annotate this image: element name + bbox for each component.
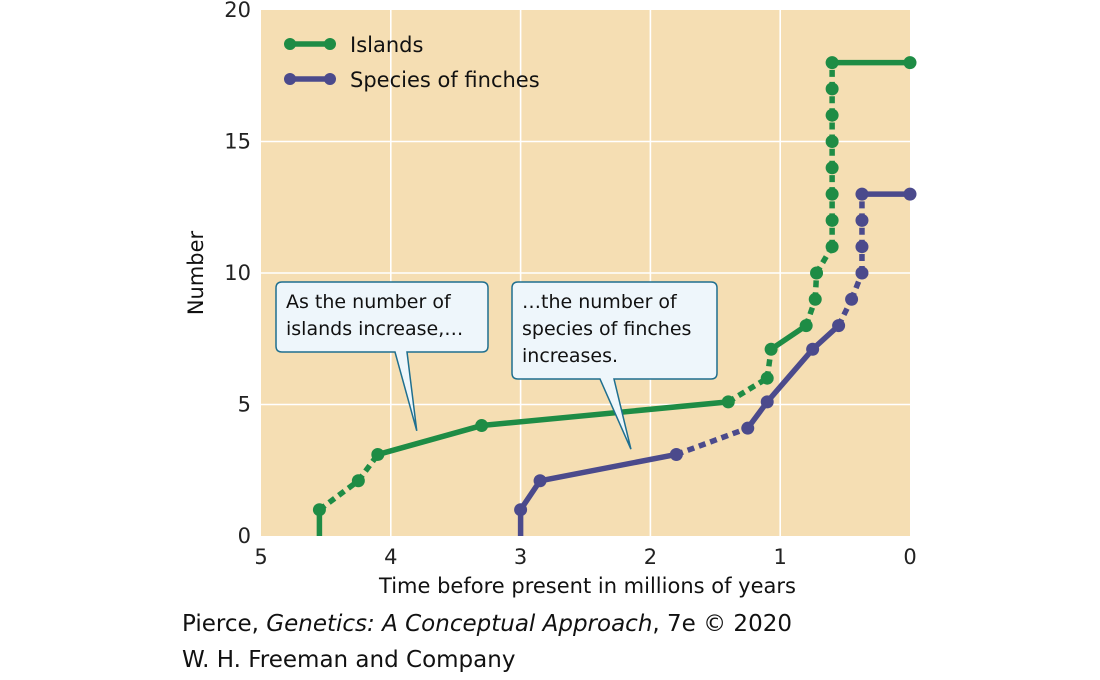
credit-line-1: Pierce, Genetics: A Conceptual Approach,…	[182, 607, 792, 641]
series-line-segment	[769, 323, 808, 352]
x-tick-label: 4	[384, 545, 397, 569]
data-point	[825, 213, 839, 227]
legend-swatch-dot	[284, 73, 296, 85]
legend-item-finches: Species of finches	[284, 68, 540, 92]
series-line-segment	[481, 399, 729, 429]
series-line-segment	[765, 347, 815, 404]
data-point	[799, 319, 813, 333]
x-tick-label: 2	[644, 545, 657, 569]
callout-2: …the number of species of finches increase…	[511, 281, 718, 450]
data-point	[669, 447, 683, 461]
credit-edition: , 7e © 2020	[652, 611, 792, 637]
callout-text-line: species of finches	[522, 318, 691, 340]
data-point	[741, 421, 755, 435]
callout-1: As the number of islands increase,…	[275, 281, 489, 431]
data-point	[825, 56, 839, 70]
legend-label: Species of finches	[350, 68, 540, 92]
data-point	[855, 213, 869, 227]
data-point	[903, 56, 917, 70]
data-point	[855, 266, 869, 280]
data-point	[855, 240, 869, 254]
legend-label: Islands	[350, 33, 423, 57]
x-axis-title: Time before present in millions of years	[378, 574, 796, 598]
callout-text-line: increases.	[522, 345, 618, 367]
data-point	[721, 395, 735, 409]
data-point	[903, 187, 917, 201]
data-point	[808, 292, 822, 306]
callout-text-line: islands increase,…	[286, 318, 463, 340]
data-point	[371, 447, 385, 461]
x-tick-label: 3	[514, 545, 527, 569]
credit-author: Pierce,	[182, 611, 267, 637]
y-tick-label: 15	[224, 130, 251, 154]
series-line-segment	[539, 451, 677, 484]
series-layer	[312, 56, 917, 536]
callout-bubble	[275, 281, 489, 431]
data-point	[312, 503, 326, 517]
data-point	[845, 292, 859, 306]
series-line-segment	[675, 425, 749, 458]
series-line-segment	[317, 478, 360, 512]
y-tick-label: 5	[238, 393, 251, 417]
data-point	[825, 82, 839, 96]
data-point	[825, 240, 839, 254]
y-axis-title: Number	[184, 230, 208, 315]
callouts: As the number of islands increase,… …the n…	[275, 281, 718, 450]
x-tick-label: 1	[774, 545, 787, 569]
series-islands	[312, 56, 917, 536]
data-point	[825, 187, 839, 201]
legend-item-islands: Islands	[284, 33, 423, 57]
grid	[261, 10, 910, 536]
data-point	[825, 108, 839, 122]
legend-swatch-dot	[284, 38, 296, 50]
callout-text-line: As the number of	[286, 291, 452, 313]
series-line-segment	[726, 375, 769, 405]
data-point	[825, 135, 839, 148]
credit-book-title: Genetics: A Conceptual Approach	[266, 611, 653, 637]
credit-line-2: W. H. Freeman and Company	[182, 647, 516, 673]
data-point	[832, 319, 846, 333]
x-tick-label: 0	[903, 545, 916, 569]
data-point	[533, 474, 547, 488]
callout-text-line: …the number of	[522, 291, 678, 313]
callout-bubble	[511, 281, 718, 450]
data-point	[810, 266, 824, 280]
legend-swatch-dot	[324, 73, 336, 85]
data-point	[760, 371, 774, 385]
data-point	[475, 419, 489, 433]
data-point	[855, 187, 869, 201]
data-point	[351, 474, 365, 488]
x-tick-label: 5	[254, 545, 267, 569]
data-point	[825, 161, 839, 175]
legend: Islands Species of finches	[284, 33, 540, 92]
y-tick-label: 0	[238, 524, 251, 548]
y-tick-label: 10	[224, 261, 251, 285]
data-point	[806, 342, 820, 356]
series-line-segment	[377, 422, 483, 458]
data-point	[760, 395, 774, 409]
y-tick-label: 20	[224, 0, 251, 22]
legend-swatch-dot	[324, 38, 336, 50]
data-point	[514, 503, 528, 517]
data-point	[764, 342, 778, 356]
series-finches	[514, 187, 917, 536]
